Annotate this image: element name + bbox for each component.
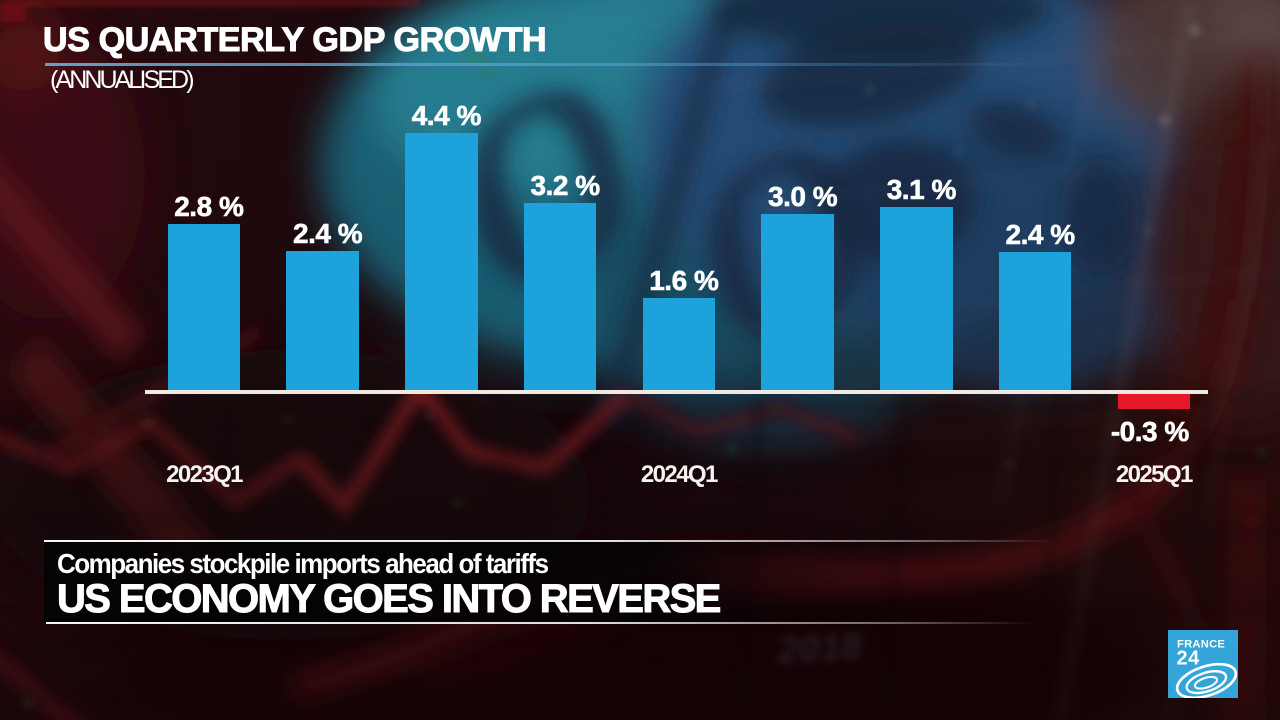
svg-text:FRANCE: FRANCE [1177, 638, 1225, 650]
svg-text:24: 24 [1177, 648, 1201, 670]
